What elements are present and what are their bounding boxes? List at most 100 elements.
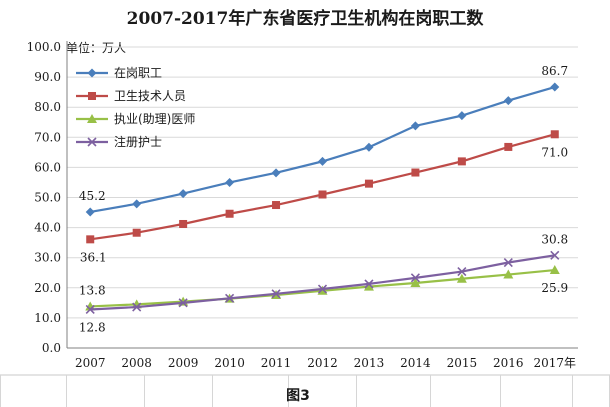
marker-stroke	[178, 298, 188, 308]
series-4	[85, 250, 560, 315]
data-point	[364, 142, 374, 152]
axes: 0.0 10.0 20.0 30.0 40.0 50.0 60.0 70.0 80.0 90.0 1…	[27, 40, 578, 370]
y-tick-label: 100.0	[27, 40, 61, 54]
data-point	[504, 142, 513, 151]
data-label: 25.9	[541, 281, 568, 295]
marker-stroke	[410, 273, 420, 283]
gridlines	[67, 46, 578, 319]
legend-marker	[87, 68, 97, 78]
data-point	[411, 168, 420, 177]
data-point	[178, 189, 188, 199]
data-point	[271, 168, 281, 178]
figure-caption: 图3	[286, 388, 310, 404]
marker-stroke	[271, 289, 281, 299]
data-point	[272, 201, 281, 210]
y-tick-label: 60.0	[34, 160, 61, 174]
series-line	[90, 133, 556, 241]
y-tick-label: 10.0	[34, 311, 61, 325]
y-tick-label: 90.0	[34, 70, 61, 84]
data-point	[503, 257, 513, 268]
data-point	[179, 219, 188, 228]
data-point	[410, 273, 420, 283]
data-point	[271, 289, 281, 299]
legend-entry: 执业(助理)医师	[76, 112, 195, 126]
y-tick-label: 50.0	[34, 191, 61, 205]
series-group	[85, 82, 560, 315]
y-tick-label: 40.0	[34, 221, 61, 235]
x-tick-label: 2015	[447, 356, 478, 370]
legend-marker	[88, 92, 96, 100]
data-point	[457, 111, 467, 121]
data-point	[364, 179, 373, 188]
data-point	[550, 82, 560, 92]
data-point	[410, 277, 421, 287]
chart-title: 2007-2017年广东省医疗卫生机构在岗职工数	[127, 8, 485, 29]
data-label: 45.2	[79, 189, 106, 203]
data-point	[503, 269, 514, 279]
marker-stroke	[225, 293, 235, 303]
legend-marker	[87, 137, 97, 147]
legend-marker	[87, 114, 97, 123]
data-point	[225, 209, 234, 218]
legend-entry: 注册护士	[76, 134, 162, 149]
data-point	[503, 96, 513, 106]
data-label: 30.8	[541, 232, 568, 246]
series-line	[90, 254, 555, 311]
data-point	[85, 304, 95, 315]
data-point	[178, 298, 188, 308]
x-tick-label: 2013	[354, 356, 385, 370]
marker-stroke	[317, 284, 328, 294]
marker-stroke	[85, 304, 95, 315]
data-point	[550, 250, 560, 260]
x-tick-label: 2014	[400, 356, 431, 370]
data-point	[132, 302, 142, 312]
legend-entry: 在岗职工	[76, 66, 162, 80]
marker-stroke	[503, 257, 513, 268]
x-tick-label: 2016	[493, 356, 524, 370]
y-tick-label: 20.0	[34, 281, 61, 295]
marker-stroke	[364, 279, 374, 289]
data-label: 13.8	[79, 283, 106, 297]
marker-stroke	[87, 137, 97, 147]
data-point	[85, 301, 96, 311]
data-point	[457, 266, 467, 277]
data-point	[410, 121, 420, 131]
data-point	[550, 130, 559, 139]
data-label: 86.7	[541, 64, 568, 78]
data-point	[132, 199, 142, 209]
y-tick-label: 0.0	[42, 341, 61, 355]
data-label: 12.8	[79, 320, 106, 334]
marker-stroke	[132, 302, 142, 312]
legend-entry: 卫生技术人员	[76, 89, 186, 103]
data-point	[225, 177, 235, 187]
data-label: 36.1	[80, 250, 107, 264]
x-tick-label: 2008	[121, 356, 152, 370]
data-point	[364, 279, 374, 289]
data-point	[86, 235, 95, 244]
series-2	[86, 130, 559, 244]
y-tick-label: 80.0	[34, 100, 61, 114]
data-labels: 45.2 86.7 36.1 71.0 13.8 25.9 12.8 30.8	[79, 64, 568, 334]
data-point	[549, 265, 560, 275]
data-point	[456, 273, 467, 283]
y-tick-label: 70.0	[34, 130, 61, 144]
x-tick-label: 2012	[307, 356, 338, 370]
marker-stroke	[457, 266, 467, 277]
data-point	[457, 157, 466, 166]
x-tick-label: 2009	[168, 356, 199, 370]
legend-label: 执业(助理)医师	[114, 112, 195, 126]
x-tick-label: 2007	[75, 356, 106, 370]
x-tick-label: 2011	[261, 356, 292, 370]
data-point	[225, 293, 235, 303]
data-point	[318, 156, 327, 166]
legend-label: 注册护士	[114, 134, 162, 149]
y-tick-label: 30.0	[34, 251, 61, 265]
data-point	[132, 228, 141, 237]
legend-label: 卫生技术人员	[114, 89, 186, 103]
data-point	[317, 284, 328, 294]
data-point	[363, 281, 374, 291]
x-tick-label: 2017年	[533, 356, 576, 370]
